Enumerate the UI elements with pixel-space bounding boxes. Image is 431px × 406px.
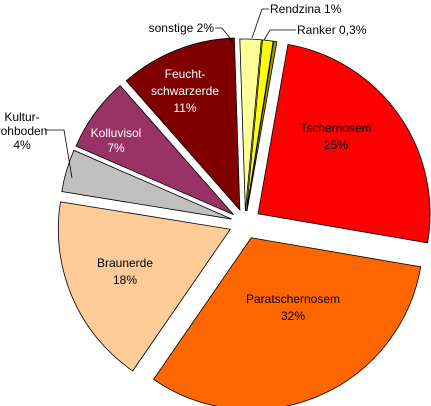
slice-label-kulturrohboden: Kultur-rohboden 4% (0, 110, 47, 152)
pie-slice-rendzina (246, 39, 274, 212)
slice-label-ranker: Ranker 0,3% (297, 23, 367, 37)
pie-slice-kolluvisol (75, 85, 234, 216)
leader-line-sonstige (215, 27, 234, 43)
slice-label-paratschernosem: Paratschernosem 32% (246, 292, 340, 323)
pie-slice-kulturrohboden (61, 149, 232, 220)
leader-line-ranker (263, 29, 296, 41)
slice-label-kolluvisol: Kolluvisol 7% (91, 126, 142, 155)
slice-label-sonstige: sonstige 2% (149, 21, 215, 35)
pie-slice-braunerde (57, 201, 231, 372)
pie-slice-tschernosem (257, 43, 431, 244)
pie-slice-sonstige (239, 38, 262, 212)
pie-slice-paratschernosem (153, 237, 422, 406)
leader-line-kulturrohboden (45, 129, 73, 179)
leader-line-rendzina (251, 8, 269, 39)
slice-label-braunerde: Braunerde 18% (97, 256, 153, 287)
slice-label-feuchtschwarzerde: Feucht-schwarzerde 11% (151, 67, 219, 115)
slice-label-rendzina: Rendzina 1% (270, 2, 342, 16)
pie-slice-ranker (246, 40, 278, 212)
slice-label-tschernosem: Tschernosem 25% (300, 121, 371, 152)
pie-slice-feuchtschwarzerde (125, 37, 241, 212)
